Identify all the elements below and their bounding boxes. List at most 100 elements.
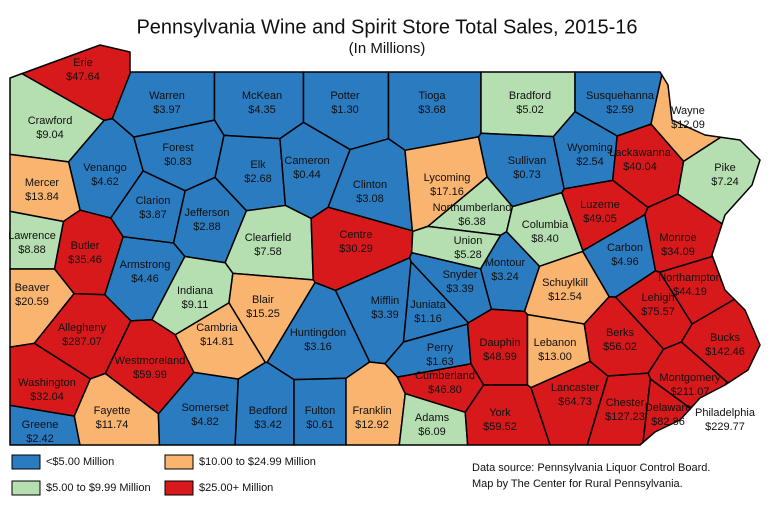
county-value: $59.52 xyxy=(483,421,517,433)
county-name: Huntingdon xyxy=(290,327,346,339)
county-name: Clarion xyxy=(136,195,171,207)
county-value: $9.11 xyxy=(182,299,209,311)
county-value: $34.09 xyxy=(661,246,695,258)
legend-label: $5.00 to $9.99 Million xyxy=(46,482,151,494)
county-value: $1.30 xyxy=(331,104,359,116)
county-value: $2.88 xyxy=(193,221,221,233)
county xyxy=(724,381,730,386)
county xyxy=(234,361,295,446)
county-name: Dauphin xyxy=(480,337,521,349)
source-line: Map by The Center for Rural Pennsylvania… xyxy=(472,478,683,490)
county-value: $2.42 xyxy=(26,433,54,445)
county-name: Delaware xyxy=(645,402,691,414)
county-value: $15.25 xyxy=(246,308,280,320)
county-name: Blair xyxy=(252,294,274,306)
county-labels: Erie $47.64 Warren $3.97 McKean $4.35 Potter $1… xyxy=(8,57,756,445)
county xyxy=(9,404,81,446)
county-value: $2.54 xyxy=(576,156,604,168)
county-value: $0.73 xyxy=(513,169,541,181)
county-name: Allegheny xyxy=(58,322,107,334)
county-name: Lebanon xyxy=(534,337,577,349)
county-value: $1.63 xyxy=(426,356,454,368)
county-value: $8.40 xyxy=(531,233,559,245)
county-name: Greene xyxy=(22,419,59,431)
county-value: $5.28 xyxy=(454,249,482,261)
county-value: $64.73 xyxy=(558,396,592,408)
county-value: $1.16 xyxy=(414,313,442,325)
county-value: $32.04 xyxy=(30,391,64,403)
county-name: Clinton xyxy=(353,179,387,191)
county-value: $47.64 xyxy=(66,71,100,83)
county-name: Warren xyxy=(149,90,185,102)
county-name: Indiana xyxy=(177,285,214,297)
county-name: Adams xyxy=(415,412,450,424)
county-value: $6.38 xyxy=(458,216,486,228)
county xyxy=(345,361,406,446)
county-name: Wyoming xyxy=(567,142,613,154)
county-value: $35.46 xyxy=(68,254,102,266)
county-name: Berks xyxy=(606,327,635,339)
county-name: Chester xyxy=(606,397,645,409)
county-name: Carbon xyxy=(607,242,643,254)
county-name: Snyder xyxy=(443,269,478,281)
county-value: $7.24 xyxy=(711,176,739,188)
county-name: McKean xyxy=(242,90,282,102)
county-name: Potter xyxy=(330,90,360,102)
legend-label: <$5.00 Million xyxy=(46,456,114,468)
county-name: Lawrence xyxy=(8,230,56,242)
county-value: $13.00 xyxy=(538,351,572,363)
county-value: $4.82 xyxy=(191,416,219,428)
county-name: Northumberland xyxy=(433,202,512,214)
county-name: Armstrong xyxy=(120,259,171,271)
county-name: Lancaster xyxy=(551,382,600,394)
county-name: Schuylkill xyxy=(542,277,588,289)
county-value: $6.09 xyxy=(418,426,446,438)
county-value: $30.29 xyxy=(339,243,373,255)
county-name: Tioga xyxy=(418,90,446,102)
county-value: $3.24 xyxy=(491,271,519,283)
county-value: $56.02 xyxy=(603,341,637,353)
county-name: Perry xyxy=(427,342,454,354)
county-value: $4.46 xyxy=(131,273,159,285)
county-name: Montgomery xyxy=(659,372,721,384)
county-value: $82.86 xyxy=(651,416,685,428)
county-name: Erie xyxy=(73,57,93,69)
legend-label: $10.00 to $24.99 Million xyxy=(199,456,316,468)
county-name: Elk xyxy=(250,159,266,171)
county-name: Cumberland xyxy=(415,370,475,382)
county-name: Bucks xyxy=(710,332,740,344)
county-value: $2.68 xyxy=(244,173,272,185)
county-value: $4.62 xyxy=(91,176,119,188)
legend-swatch xyxy=(164,454,194,470)
county-name: Wayne xyxy=(671,105,705,117)
county-value: $17.16 xyxy=(430,186,464,198)
county-name: Beaver xyxy=(15,282,50,294)
county-value: $287.07 xyxy=(62,336,102,348)
county-value: $12.54 xyxy=(548,291,582,303)
county xyxy=(642,378,692,444)
county-value: $3.39 xyxy=(371,309,399,321)
county-name: Jefferson xyxy=(184,207,229,219)
subtitle: (In Millions) xyxy=(349,40,426,57)
county-name: Montour xyxy=(485,257,526,269)
county-name: Franklin xyxy=(352,405,391,417)
county-name: Lycoming xyxy=(424,172,471,184)
county-value: $14.81 xyxy=(200,336,234,348)
county-value: $142.46 xyxy=(705,346,745,358)
county-name: Bradford xyxy=(509,90,551,102)
county-value: $4.96 xyxy=(611,256,639,268)
county-name: Lehigh xyxy=(641,292,674,304)
county-value: $229.77 xyxy=(705,421,745,433)
county-value: $3.42 xyxy=(254,419,282,431)
county-value: $75.57 xyxy=(641,306,675,318)
county-value: $0.44 xyxy=(293,169,321,181)
county-value: $59.99 xyxy=(133,369,167,381)
county-name: Cameron xyxy=(284,155,329,167)
source-line: Data source: Pennsylvania Liquor Control… xyxy=(472,462,710,474)
county-name: Sullivan xyxy=(508,155,547,167)
county-name: Columbia xyxy=(522,219,569,231)
legend: <$5.00 Million $5.00 to $9.99 Million $10.… xyxy=(11,454,316,496)
county-name: Butler xyxy=(71,240,100,252)
county-name: Northampton xyxy=(658,272,722,284)
